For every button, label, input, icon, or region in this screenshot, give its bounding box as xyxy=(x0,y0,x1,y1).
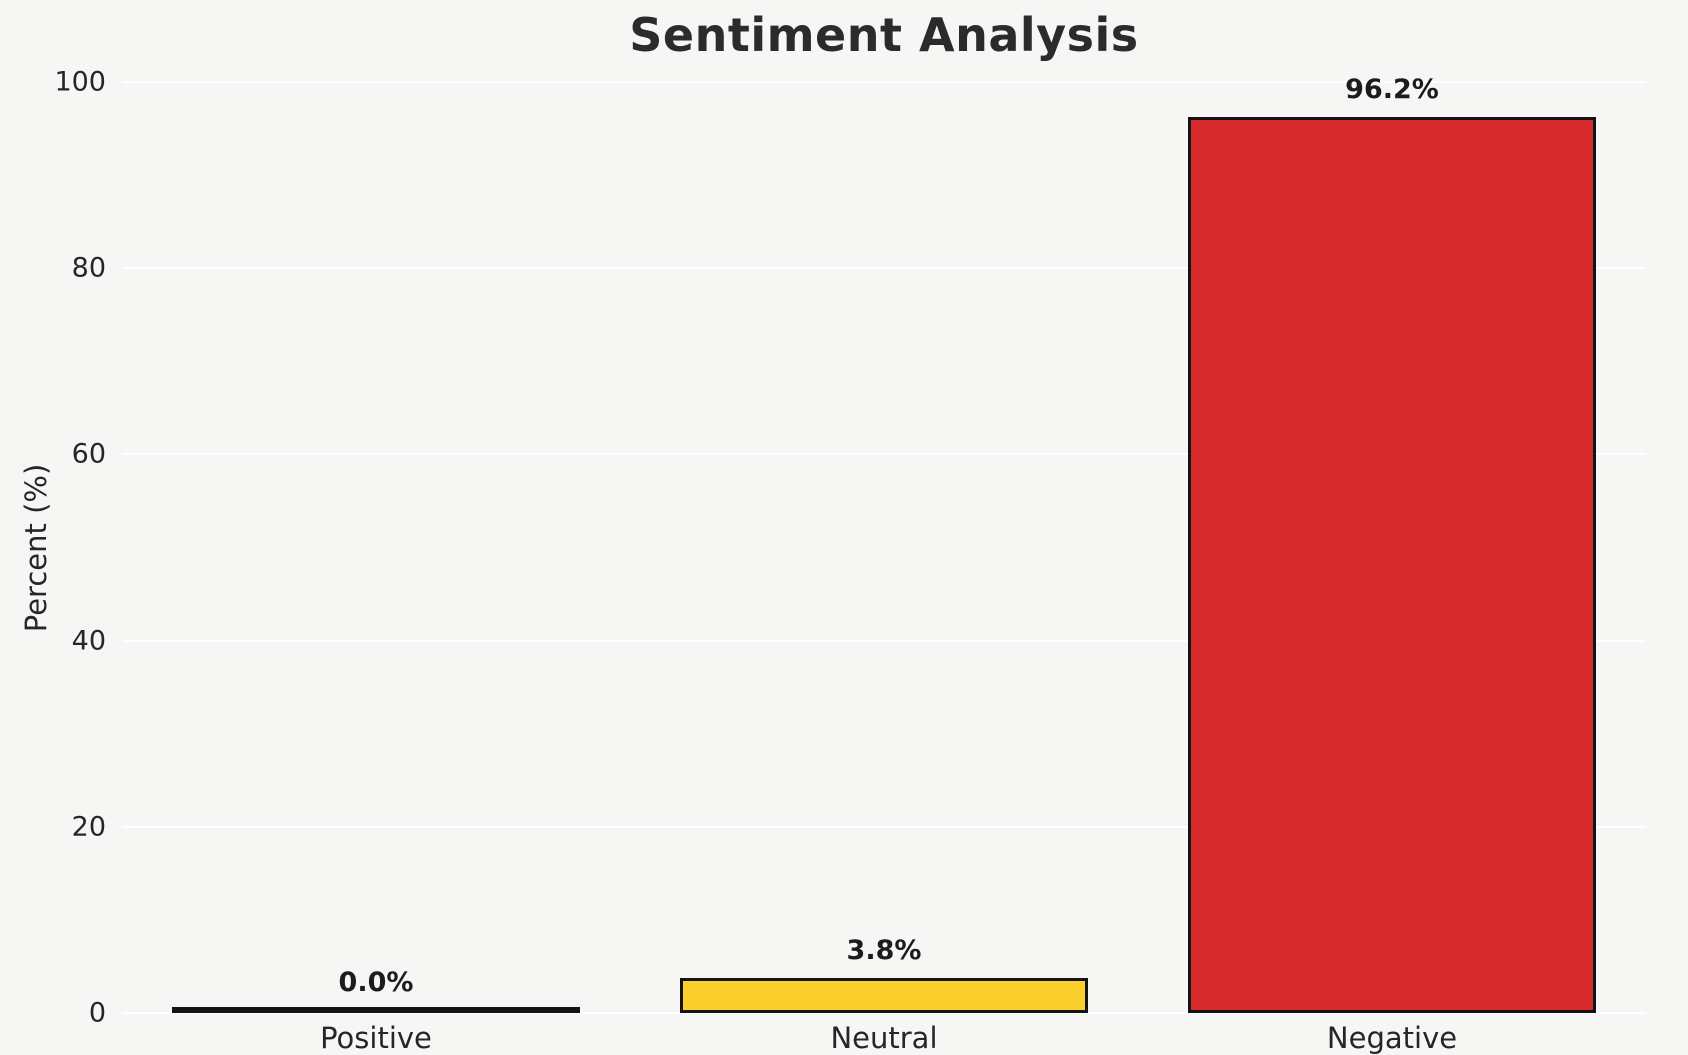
x-tick-label-negative: Negative xyxy=(1326,1021,1458,1055)
gridline-40 xyxy=(122,639,1646,642)
gridline-100 xyxy=(122,81,1646,83)
y-tick-label-60: 60 xyxy=(71,438,106,470)
gridline-0 xyxy=(122,1012,1646,1014)
bar-value-negative: 96.2% xyxy=(1345,74,1439,105)
plot-area: 0 20 40 60 80 100 0.0% Positive 3.8% Neutral 96.2%… xyxy=(54,67,1646,1055)
y-tick-label-20: 20 xyxy=(71,811,106,843)
bar-value-neutral: 3.8% xyxy=(846,935,922,966)
x-tick-label-neutral: Neutral xyxy=(830,1021,938,1055)
gridline-60 xyxy=(122,453,1646,456)
y-tick-label-80: 80 xyxy=(71,252,106,284)
gridline-20 xyxy=(122,825,1646,828)
bar-value-positive: 0.0% xyxy=(338,967,414,998)
y-tick-label-0: 0 xyxy=(88,997,106,1029)
bar-positive xyxy=(171,1007,581,1013)
y-axis-label: Percent (%) xyxy=(19,463,53,633)
x-tick-label-positive: Positive xyxy=(320,1021,432,1055)
y-tick-label-40: 40 xyxy=(71,625,106,657)
gridline-80 xyxy=(122,267,1646,270)
y-tick-label-100: 100 xyxy=(54,66,106,98)
chart-title: Sentiment Analysis xyxy=(629,8,1139,62)
bar-neutral xyxy=(679,978,1089,1013)
bar-negative xyxy=(1187,117,1597,1013)
